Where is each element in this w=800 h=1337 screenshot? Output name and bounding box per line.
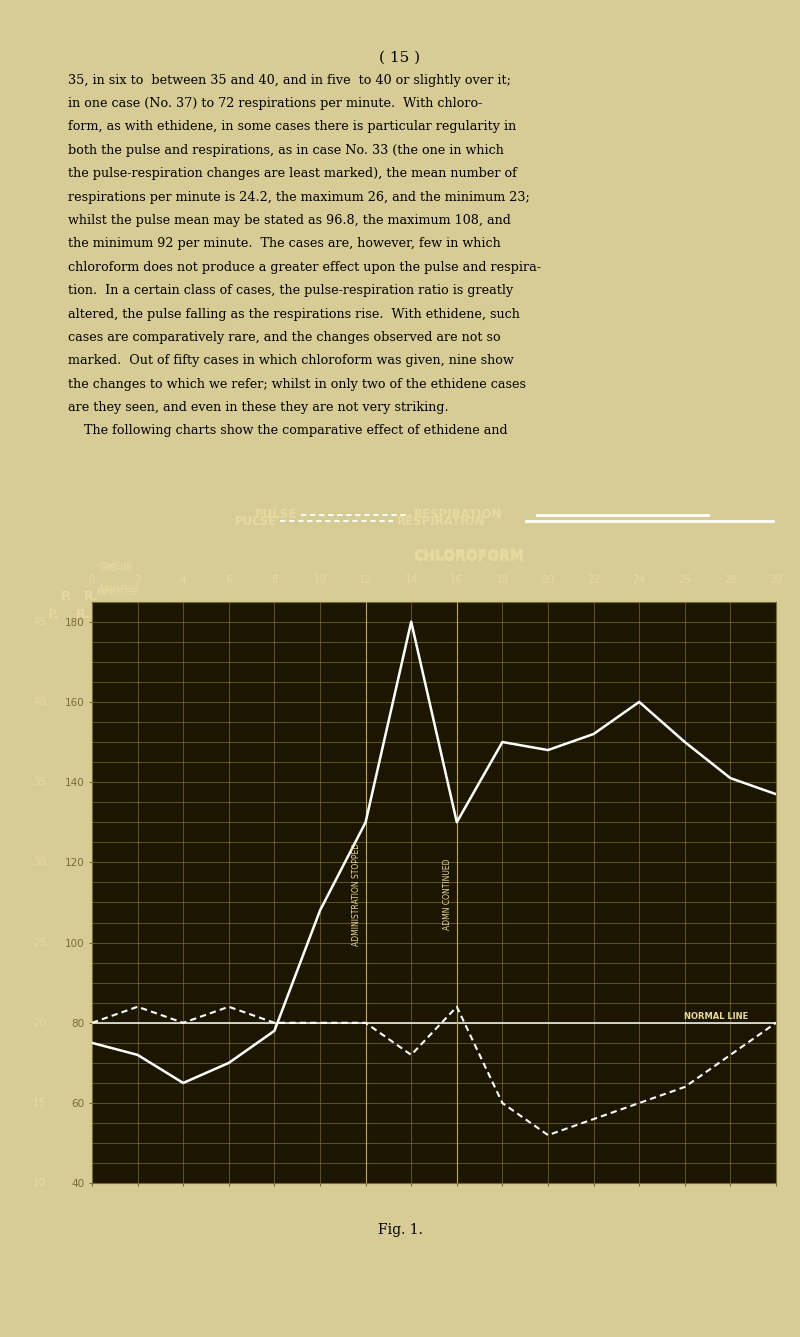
Text: the pulse-respiration changes are least marked), the mean number of: the pulse-respiration changes are least … bbox=[68, 167, 517, 180]
Text: tion.  In a certain class of cases, the pulse-respiration ratio is greatly: tion. In a certain class of cases, the p… bbox=[68, 285, 514, 297]
Text: 45: 45 bbox=[33, 616, 46, 627]
Text: altered, the pulse falling as the respirations rise.  With ethidene, such: altered, the pulse falling as the respir… bbox=[68, 308, 520, 321]
Text: 28: 28 bbox=[724, 575, 737, 584]
Text: MINUTES: MINUTES bbox=[96, 588, 136, 598]
Text: 35: 35 bbox=[33, 777, 46, 787]
Text: TIME IN: TIME IN bbox=[96, 564, 130, 574]
Text: CHLOROFORM: CHLOROFORM bbox=[413, 550, 523, 563]
Text: RESPIRATION: RESPIRATION bbox=[396, 515, 485, 528]
Text: ADMN CONTINUED: ADMN CONTINUED bbox=[443, 858, 452, 931]
Text: P.: P. bbox=[62, 590, 73, 603]
Text: both the pulse and respirations, as in case No. 33 (the one in which: both the pulse and respirations, as in c… bbox=[68, 144, 504, 156]
Text: 20: 20 bbox=[542, 575, 554, 584]
Text: NORMAL LINE: NORMAL LINE bbox=[684, 1012, 749, 1020]
Text: 24: 24 bbox=[633, 575, 646, 584]
Text: ADMINISTRATION STOPPED: ADMINISTRATION STOPPED bbox=[352, 842, 361, 947]
Text: The following charts show the comparative effect of ethidene and: The following charts show the comparativ… bbox=[68, 425, 508, 437]
Text: whilst the pulse mean may be stated as 96.8, the maximum 108, and: whilst the pulse mean may be stated as 9… bbox=[68, 214, 511, 227]
Text: form, as with ethidene, in some cases there is particular regularity in: form, as with ethidene, in some cases th… bbox=[68, 120, 516, 134]
Text: 12: 12 bbox=[359, 575, 372, 584]
Text: 15: 15 bbox=[33, 1098, 46, 1108]
Text: 4: 4 bbox=[180, 575, 186, 584]
Text: cases are comparatively rare, and the changes observed are not so: cases are comparatively rare, and the ch… bbox=[68, 332, 501, 344]
Text: 20: 20 bbox=[34, 1017, 46, 1028]
Text: 10: 10 bbox=[34, 1178, 46, 1189]
Text: ( 15 ): ( 15 ) bbox=[379, 51, 421, 64]
Text: 35, in six to  between 35 and 40, and in five  to 40 or slightly over it;: 35, in six to between 35 and 40, and in … bbox=[68, 74, 511, 87]
Text: RESPIRATION: RESPIRATION bbox=[414, 508, 502, 521]
Text: respirations per minute is 24.2, the maximum 26, and the minimum 23;: respirations per minute is 24.2, the max… bbox=[68, 191, 530, 203]
Text: the changes to which we refer; whilst in only two of the ethidene cases: the changes to which we refer; whilst in… bbox=[68, 378, 526, 390]
Text: 10: 10 bbox=[314, 575, 326, 584]
Text: chloroform does not produce a greater effect upon the pulse and respira-: chloroform does not produce a greater ef… bbox=[68, 261, 541, 274]
Text: in one case (No. 37) to 72 respirations per minute.  With chloro-: in one case (No. 37) to 72 respirations … bbox=[68, 98, 482, 110]
Text: P.: P. bbox=[48, 608, 60, 622]
Text: are they seen, and even in these they are not very striking.: are they seen, and even in these they ar… bbox=[68, 401, 449, 414]
Text: 30: 30 bbox=[770, 575, 782, 584]
Text: 8: 8 bbox=[271, 575, 278, 584]
Text: 22: 22 bbox=[587, 575, 600, 584]
Text: 0: 0 bbox=[89, 575, 95, 584]
Text: 26: 26 bbox=[678, 575, 691, 584]
Text: 30: 30 bbox=[34, 857, 46, 868]
Text: TIME IN: TIME IN bbox=[99, 562, 133, 571]
Text: Fig. 1.: Fig. 1. bbox=[378, 1223, 422, 1237]
Text: marked.  Out of fifty cases in which chloroform was given, nine show: marked. Out of fifty cases in which chlo… bbox=[68, 354, 514, 368]
Text: PULSE: PULSE bbox=[234, 515, 277, 528]
Text: R.: R. bbox=[76, 608, 90, 622]
Text: 6: 6 bbox=[226, 575, 232, 584]
Text: 2: 2 bbox=[134, 575, 141, 584]
Text: CHLOROFORM: CHLOROFORM bbox=[413, 548, 523, 562]
Text: PULSE: PULSE bbox=[255, 508, 298, 521]
Text: 25: 25 bbox=[33, 937, 46, 948]
Text: 16: 16 bbox=[450, 575, 463, 584]
Text: 40: 40 bbox=[34, 697, 46, 707]
Text: 14: 14 bbox=[405, 575, 418, 584]
Text: the minimum 92 per minute.  The cases are, however, few in which: the minimum 92 per minute. The cases are… bbox=[68, 238, 501, 250]
Text: MINUTES: MINUTES bbox=[99, 586, 139, 594]
Text: R.: R. bbox=[84, 590, 98, 603]
Text: 18: 18 bbox=[496, 575, 509, 584]
